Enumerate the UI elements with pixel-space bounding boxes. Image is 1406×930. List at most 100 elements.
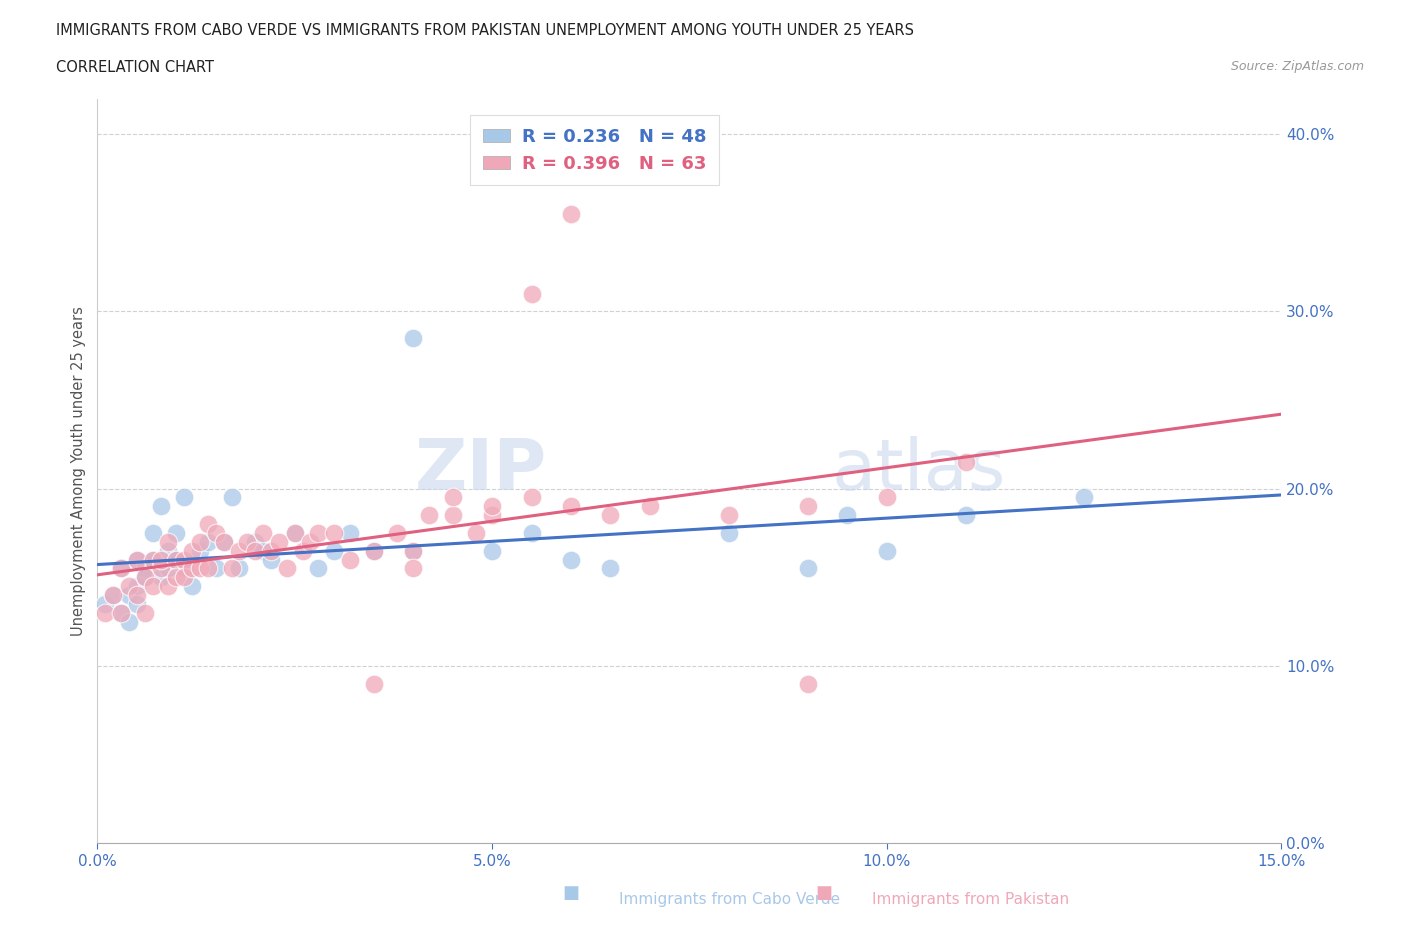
- Point: [157, 578, 180, 593]
- Point: [173, 570, 195, 585]
- Point: [188, 543, 211, 558]
- Point: [134, 605, 156, 620]
- Point: [110, 561, 132, 576]
- Point: [142, 578, 165, 593]
- Point: [481, 543, 503, 558]
- Point: [101, 588, 124, 603]
- Point: [173, 552, 195, 567]
- Point: [252, 525, 274, 540]
- Text: ZIP: ZIP: [415, 436, 547, 505]
- Point: [955, 455, 977, 470]
- Point: [197, 561, 219, 576]
- Point: [245, 535, 267, 550]
- Point: [197, 517, 219, 532]
- Point: [118, 578, 141, 593]
- Point: [212, 535, 235, 550]
- Point: [118, 588, 141, 603]
- Point: [402, 561, 425, 576]
- Point: [717, 525, 740, 540]
- Point: [181, 543, 204, 558]
- Point: [520, 490, 543, 505]
- Point: [134, 570, 156, 585]
- Point: [181, 578, 204, 593]
- Point: [402, 543, 425, 558]
- Point: [599, 508, 621, 523]
- Point: [520, 525, 543, 540]
- Text: Immigrants from Pakistan: Immigrants from Pakistan: [872, 892, 1069, 907]
- Point: [125, 578, 148, 593]
- Point: [402, 543, 425, 558]
- Text: Immigrants from Cabo Verde: Immigrants from Cabo Verde: [619, 892, 839, 907]
- Point: [118, 614, 141, 629]
- Text: ■: ■: [562, 884, 579, 902]
- Point: [955, 508, 977, 523]
- Point: [110, 561, 132, 576]
- Point: [157, 543, 180, 558]
- Point: [299, 535, 322, 550]
- Point: [149, 570, 172, 585]
- Point: [110, 605, 132, 620]
- Point: [228, 561, 250, 576]
- Point: [717, 508, 740, 523]
- Point: [797, 676, 820, 691]
- Point: [363, 543, 385, 558]
- Point: [188, 561, 211, 576]
- Point: [599, 561, 621, 576]
- Point: [560, 552, 582, 567]
- Point: [465, 525, 488, 540]
- Point: [876, 543, 898, 558]
- Point: [339, 552, 361, 567]
- Point: [149, 498, 172, 513]
- Point: [134, 570, 156, 585]
- Text: ■: ■: [815, 884, 832, 902]
- Point: [441, 508, 464, 523]
- Point: [363, 676, 385, 691]
- Point: [142, 552, 165, 567]
- Point: [560, 206, 582, 221]
- Point: [173, 561, 195, 576]
- Point: [284, 525, 307, 540]
- Point: [1073, 490, 1095, 505]
- Point: [94, 605, 117, 620]
- Point: [165, 552, 187, 567]
- Text: atlas: atlas: [831, 436, 1005, 505]
- Point: [481, 498, 503, 513]
- Point: [204, 561, 226, 576]
- Point: [165, 552, 187, 567]
- Point: [197, 535, 219, 550]
- Point: [291, 543, 314, 558]
- Point: [252, 543, 274, 558]
- Point: [149, 561, 172, 576]
- Point: [307, 525, 329, 540]
- Point: [245, 543, 267, 558]
- Point: [149, 552, 172, 567]
- Point: [134, 561, 156, 576]
- Point: [323, 543, 346, 558]
- Point: [837, 508, 859, 523]
- Point: [560, 498, 582, 513]
- Point: [363, 543, 385, 558]
- Point: [101, 588, 124, 603]
- Point: [307, 561, 329, 576]
- Point: [125, 596, 148, 611]
- Point: [173, 490, 195, 505]
- Point: [387, 525, 409, 540]
- Point: [157, 561, 180, 576]
- Point: [441, 490, 464, 505]
- Point: [797, 561, 820, 576]
- Point: [260, 552, 283, 567]
- Point: [125, 552, 148, 567]
- Point: [142, 525, 165, 540]
- Text: CORRELATION CHART: CORRELATION CHART: [56, 60, 214, 75]
- Point: [323, 525, 346, 540]
- Point: [276, 561, 298, 576]
- Point: [797, 498, 820, 513]
- Point: [181, 561, 204, 576]
- Point: [228, 543, 250, 558]
- Point: [402, 330, 425, 345]
- Point: [165, 570, 187, 585]
- Text: IMMIGRANTS FROM CABO VERDE VS IMMIGRANTS FROM PAKISTAN UNEMPLOYMENT AMONG YOUTH : IMMIGRANTS FROM CABO VERDE VS IMMIGRANTS…: [56, 23, 914, 38]
- Text: Source: ZipAtlas.com: Source: ZipAtlas.com: [1230, 60, 1364, 73]
- Point: [212, 535, 235, 550]
- Point: [520, 286, 543, 301]
